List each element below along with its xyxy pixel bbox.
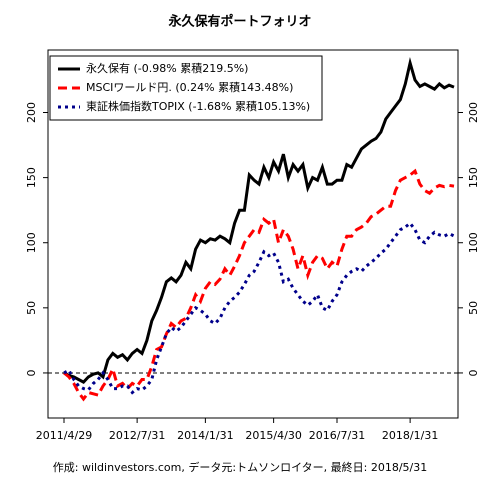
y2-tick-label: 150	[467, 167, 480, 188]
y-tick-label: 0	[25, 369, 38, 376]
x-tick-label: 2014/1/31	[177, 429, 233, 442]
y2-tick-label: 200	[467, 102, 480, 123]
y-tick-label: 150	[25, 167, 38, 188]
x-tick-label: 2016/7/31	[309, 429, 365, 442]
x-tick-label: 2015/4/30	[245, 429, 301, 442]
x-tick-label: 2018/1/31	[382, 429, 438, 442]
plot-frame	[47, 49, 459, 419]
legend-box	[49, 55, 323, 121]
footer: 作成: wildinvestors.com, データ元:トムソンロイター, 最終…	[53, 460, 427, 474]
series-line	[63, 221, 455, 395]
chart-title: 永久保有ポートフォリオ	[167, 14, 311, 30]
legend-label: 東証株価指数TOPIX (-1.68% 累積105.13%)	[86, 99, 310, 113]
series-line	[63, 168, 455, 402]
y-tick-label: 50	[25, 301, 38, 315]
y2-tick-label: 50	[467, 301, 480, 315]
x-tick-label: 2012/7/31	[109, 429, 165, 442]
legend-label: MSCIワールド円. (0.24% 累積143.48%)	[86, 80, 293, 94]
y2-tick-label: 100	[467, 232, 480, 253]
y-tick-label: 100	[25, 232, 38, 253]
y2-tick-label: 0	[467, 369, 480, 376]
series-line	[63, 57, 455, 384]
legend-label: 永久保有 (-0.98% 累積219.5%)	[86, 61, 248, 75]
x-tick-label: 2011/4/29	[36, 429, 92, 442]
y-tick-label: 200	[25, 102, 38, 123]
